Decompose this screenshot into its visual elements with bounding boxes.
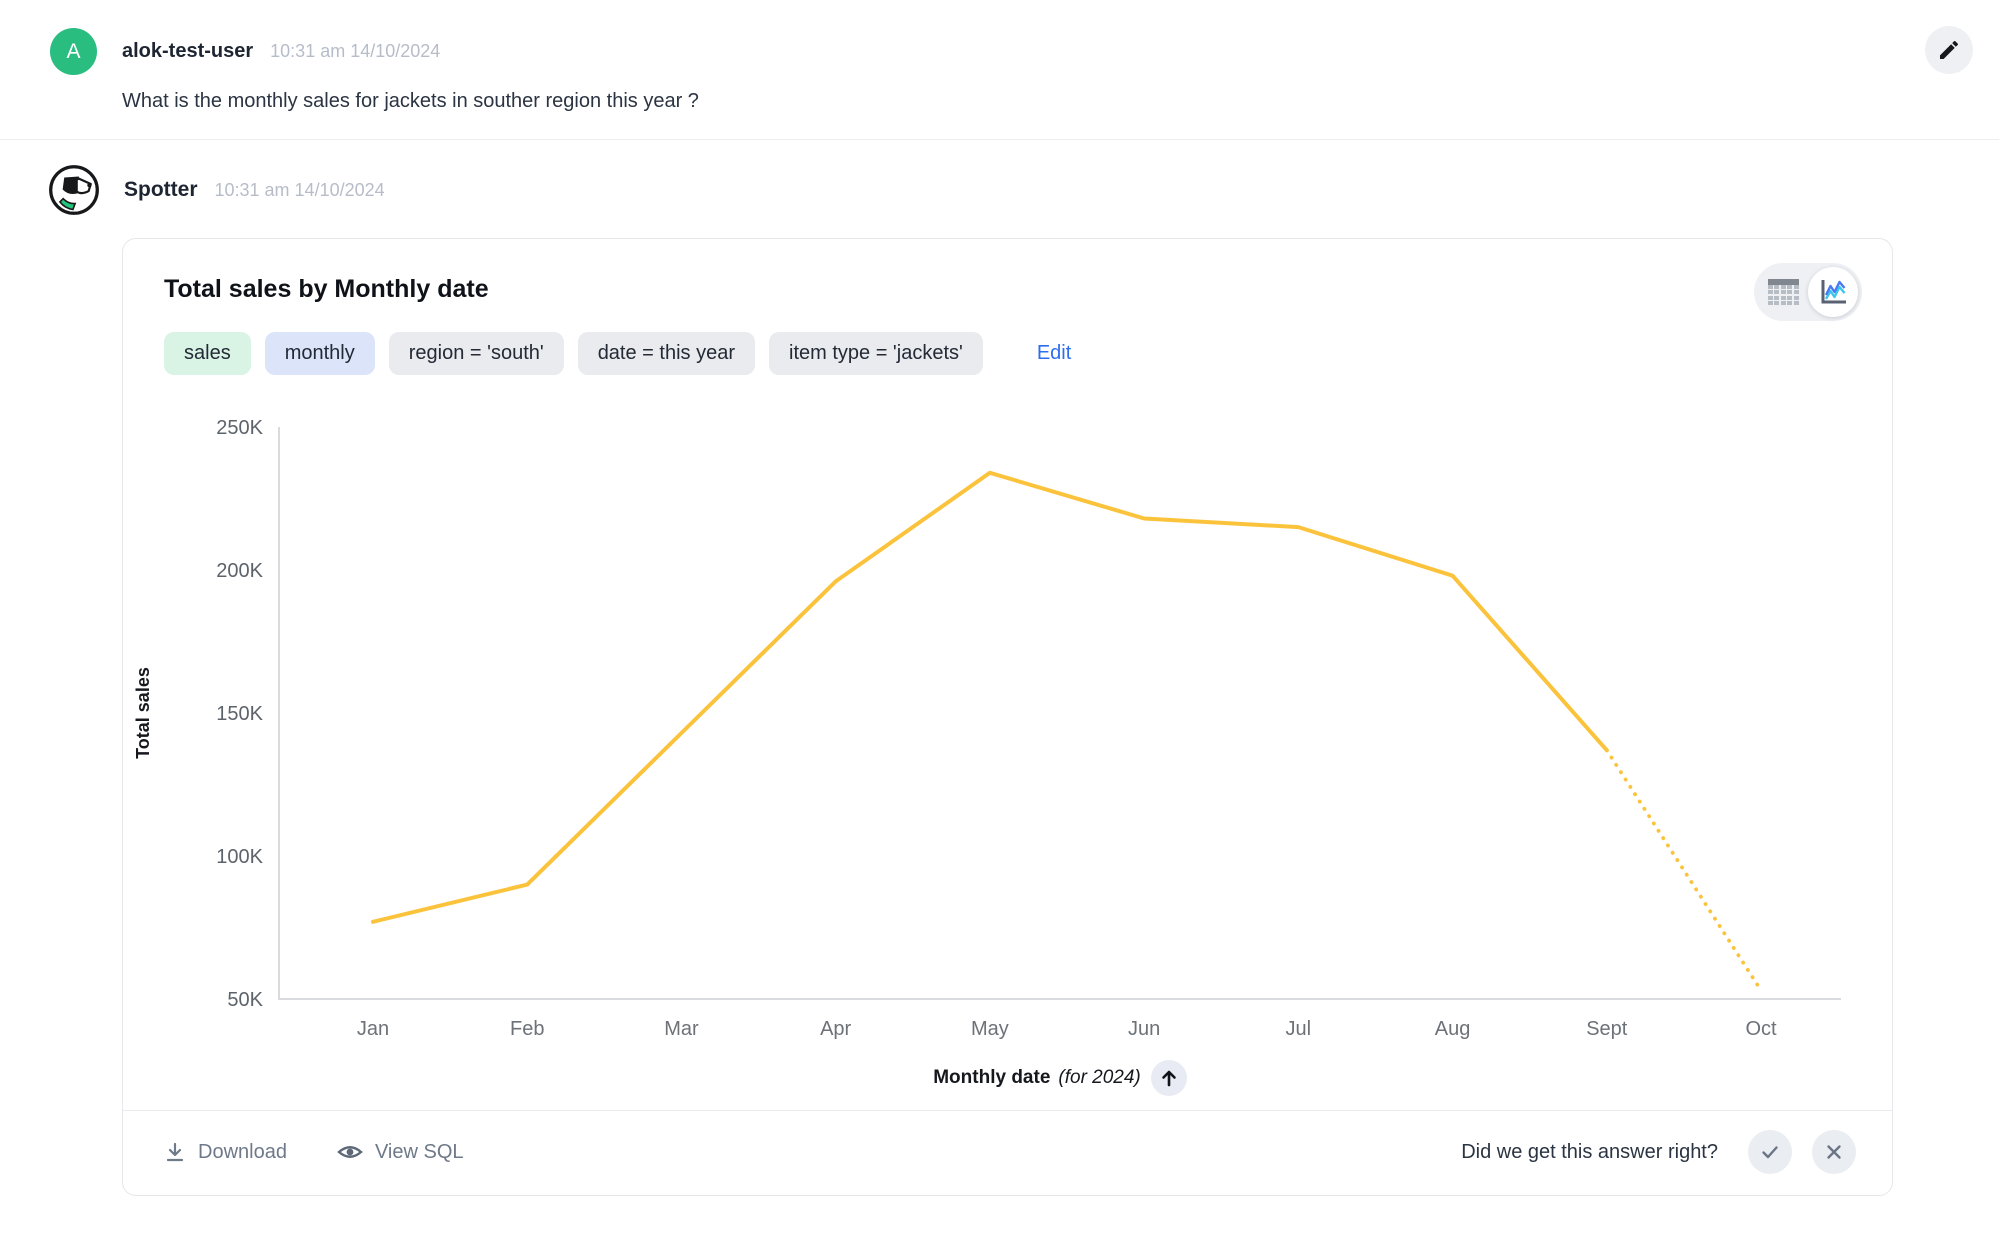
view-sql-button[interactable]: View SQL <box>337 1141 464 1164</box>
chip-item-type-filter[interactable]: item type = 'jackets' <box>769 332 983 375</box>
card-footer: Download View SQL Did we get this answer… <box>123 1110 1892 1195</box>
user-question-text: What is the monthly sales for jackets in… <box>122 90 699 112</box>
x-tick-label: Jul <box>1286 1018 1312 1040</box>
y-tick-label: 50K <box>227 989 263 1011</box>
table-icon <box>1767 279 1799 305</box>
user-message-row: A alok-test-user 10:31 am 14/10/2024 Wha… <box>0 0 1999 140</box>
x-tick-label: Apr <box>820 1018 851 1040</box>
download-icon <box>164 1141 186 1163</box>
answer-correct-button[interactable] <box>1748 1130 1792 1174</box>
pencil-icon <box>1937 38 1961 62</box>
bot-name: Spotter <box>124 178 198 201</box>
edit-query-link[interactable]: Edit <box>1036 342 1072 364</box>
user-message-timestamp: 10:31 am 14/10/2024 <box>270 41 441 61</box>
y-tick-label: 200K <box>216 560 263 582</box>
x-tick-label: Jan <box>357 1018 389 1040</box>
x-axis-title-suffix: (for 2024) <box>1058 1067 1141 1088</box>
line-chart: 250K 200K 150K 100K 50K Total sales Jan Feb Mar A… <box>123 399 1892 1100</box>
answer-wrong-button[interactable] <box>1812 1130 1856 1174</box>
feedback-prompt: Did we get this answer right? <box>1461 1140 1718 1163</box>
y-tick-label: 100K <box>216 846 263 868</box>
x-tick-label: Jun <box>1128 1018 1160 1040</box>
y-axis-title: Total sales <box>133 667 153 759</box>
chart-title: Total sales by Monthly date <box>164 275 489 303</box>
y-tick-label: 150K <box>216 703 263 725</box>
bot-message-row: Spotter 10:31 am 14/10/2024 Total sales … <box>0 140 1999 1196</box>
view-sql-label: View SQL <box>374 1140 464 1163</box>
query-chips-row: sales monthly region = 'south' date = th… <box>164 332 1892 375</box>
x-tick-label: Feb <box>510 1018 544 1040</box>
username: alok-test-user <box>122 40 254 62</box>
axis-lines <box>278 427 1841 1000</box>
view-toggle <box>1754 263 1862 321</box>
x-axis-title: Monthly date <box>933 1067 1051 1088</box>
close-icon <box>1824 1142 1844 1162</box>
chart-canvas: 250K 200K 150K 100K 50K Total sales Jan Feb Mar A… <box>133 417 1841 1040</box>
x-tick-label: Aug <box>1435 1018 1471 1040</box>
answer-card: Total sales by Monthly date <box>122 238 1893 1196</box>
check-icon <box>1759 1141 1781 1163</box>
series-line-solid <box>371 470 1609 924</box>
chip-sales[interactable]: sales <box>164 332 251 375</box>
series-line-projected <box>1604 748 1763 993</box>
user-avatar-initial: A <box>66 39 81 63</box>
chip-monthly[interactable]: monthly <box>264 332 375 375</box>
chip-date-filter[interactable]: date = this year <box>577 332 755 375</box>
spotter-avatar <box>48 164 100 216</box>
bot-message-timestamp: 10:31 am 14/10/2024 <box>214 180 385 200</box>
download-label: Download <box>198 1140 287 1163</box>
chart-view-button[interactable] <box>1808 267 1858 317</box>
line-chart-icon <box>1818 278 1848 306</box>
x-tick-label: Oct <box>1745 1018 1777 1040</box>
y-tick-label: 250K <box>216 417 263 439</box>
arrow-up-icon <box>1159 1068 1179 1088</box>
download-button[interactable]: Download <box>164 1141 287 1164</box>
eye-icon <box>337 1141 363 1163</box>
x-tick-label: Sept <box>1586 1018 1628 1040</box>
table-view-button[interactable] <box>1758 267 1808 317</box>
edit-question-button[interactable] <box>1925 26 1973 74</box>
x-tick-label: Mar <box>664 1018 699 1040</box>
user-avatar: A <box>50 28 97 75</box>
x-tick-label: May <box>971 1018 1009 1040</box>
chip-region-filter[interactable]: region = 'south' <box>388 332 564 375</box>
sort-ascending-button[interactable] <box>1150 1060 1187 1096</box>
